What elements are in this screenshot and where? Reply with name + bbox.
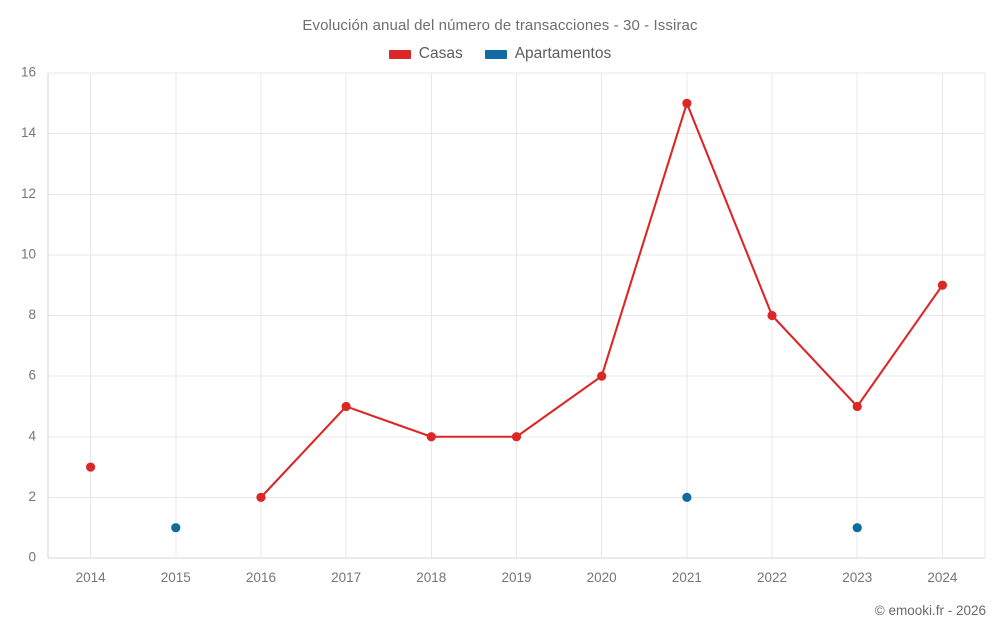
data-point[interactable] — [852, 523, 862, 533]
legend-item-apartamentos[interactable]: Apartamentos — [484, 45, 612, 63]
data-point[interactable] — [597, 371, 607, 381]
x-tick-label: 2019 — [501, 570, 531, 585]
chart-title: Evolución anual del número de transaccio… — [302, 17, 698, 34]
data-point[interactable] — [767, 310, 777, 321]
data-point[interactable] — [511, 432, 522, 442]
x-tick-label: 2015 — [161, 570, 191, 585]
y-tick-label: 6 — [28, 368, 36, 383]
legend-label-apartamentos: Apartamentos — [514, 45, 612, 62]
data-point[interactable] — [85, 462, 96, 472]
series-apartamentos — [171, 492, 862, 533]
legend-swatch-apartamentos — [484, 49, 507, 59]
data-point[interactable] — [426, 432, 436, 442]
y-tick-label: 12 — [21, 186, 36, 201]
legend-item-casas[interactable]: Casas — [388, 45, 463, 63]
x-tick-label: 2017 — [331, 570, 361, 585]
y-tick-label: 14 — [21, 125, 37, 140]
x-tick-label: 2021 — [672, 570, 702, 585]
x-tick-label: 2024 — [927, 570, 958, 585]
x-tick-label: 2018 — [416, 570, 446, 585]
x-tick-label: 2014 — [76, 570, 107, 585]
x-tick-label: 2020 — [587, 570, 617, 585]
data-point[interactable] — [937, 280, 948, 290]
data-point[interactable] — [852, 401, 862, 412]
x-tick-label: 2016 — [246, 570, 276, 585]
data-point[interactable] — [171, 523, 181, 533]
legend-label-casas: Casas — [418, 45, 463, 62]
chart-legend: Casas Apartamentos — [0, 45, 1000, 63]
y-tick-label: 4 — [28, 428, 36, 443]
footer-credit: © emooki.fr - 2026 — [874, 603, 986, 618]
y-tick-label: 8 — [28, 307, 36, 322]
y-tick-label: 10 — [21, 246, 36, 261]
data-point[interactable] — [341, 401, 351, 412]
data-point[interactable] — [682, 492, 692, 502]
data-point[interactable] — [682, 98, 692, 108]
legend-swatch-casas — [388, 49, 411, 59]
data-point[interactable] — [256, 492, 266, 502]
y-tick-label: 0 — [28, 550, 36, 565]
y-tick-label: 2 — [28, 489, 36, 504]
x-tick-label: 2023 — [842, 570, 872, 585]
y-tick-label: 16 — [21, 65, 36, 80]
x-tick-label: 2022 — [757, 570, 787, 585]
series-casas — [85, 98, 948, 502]
